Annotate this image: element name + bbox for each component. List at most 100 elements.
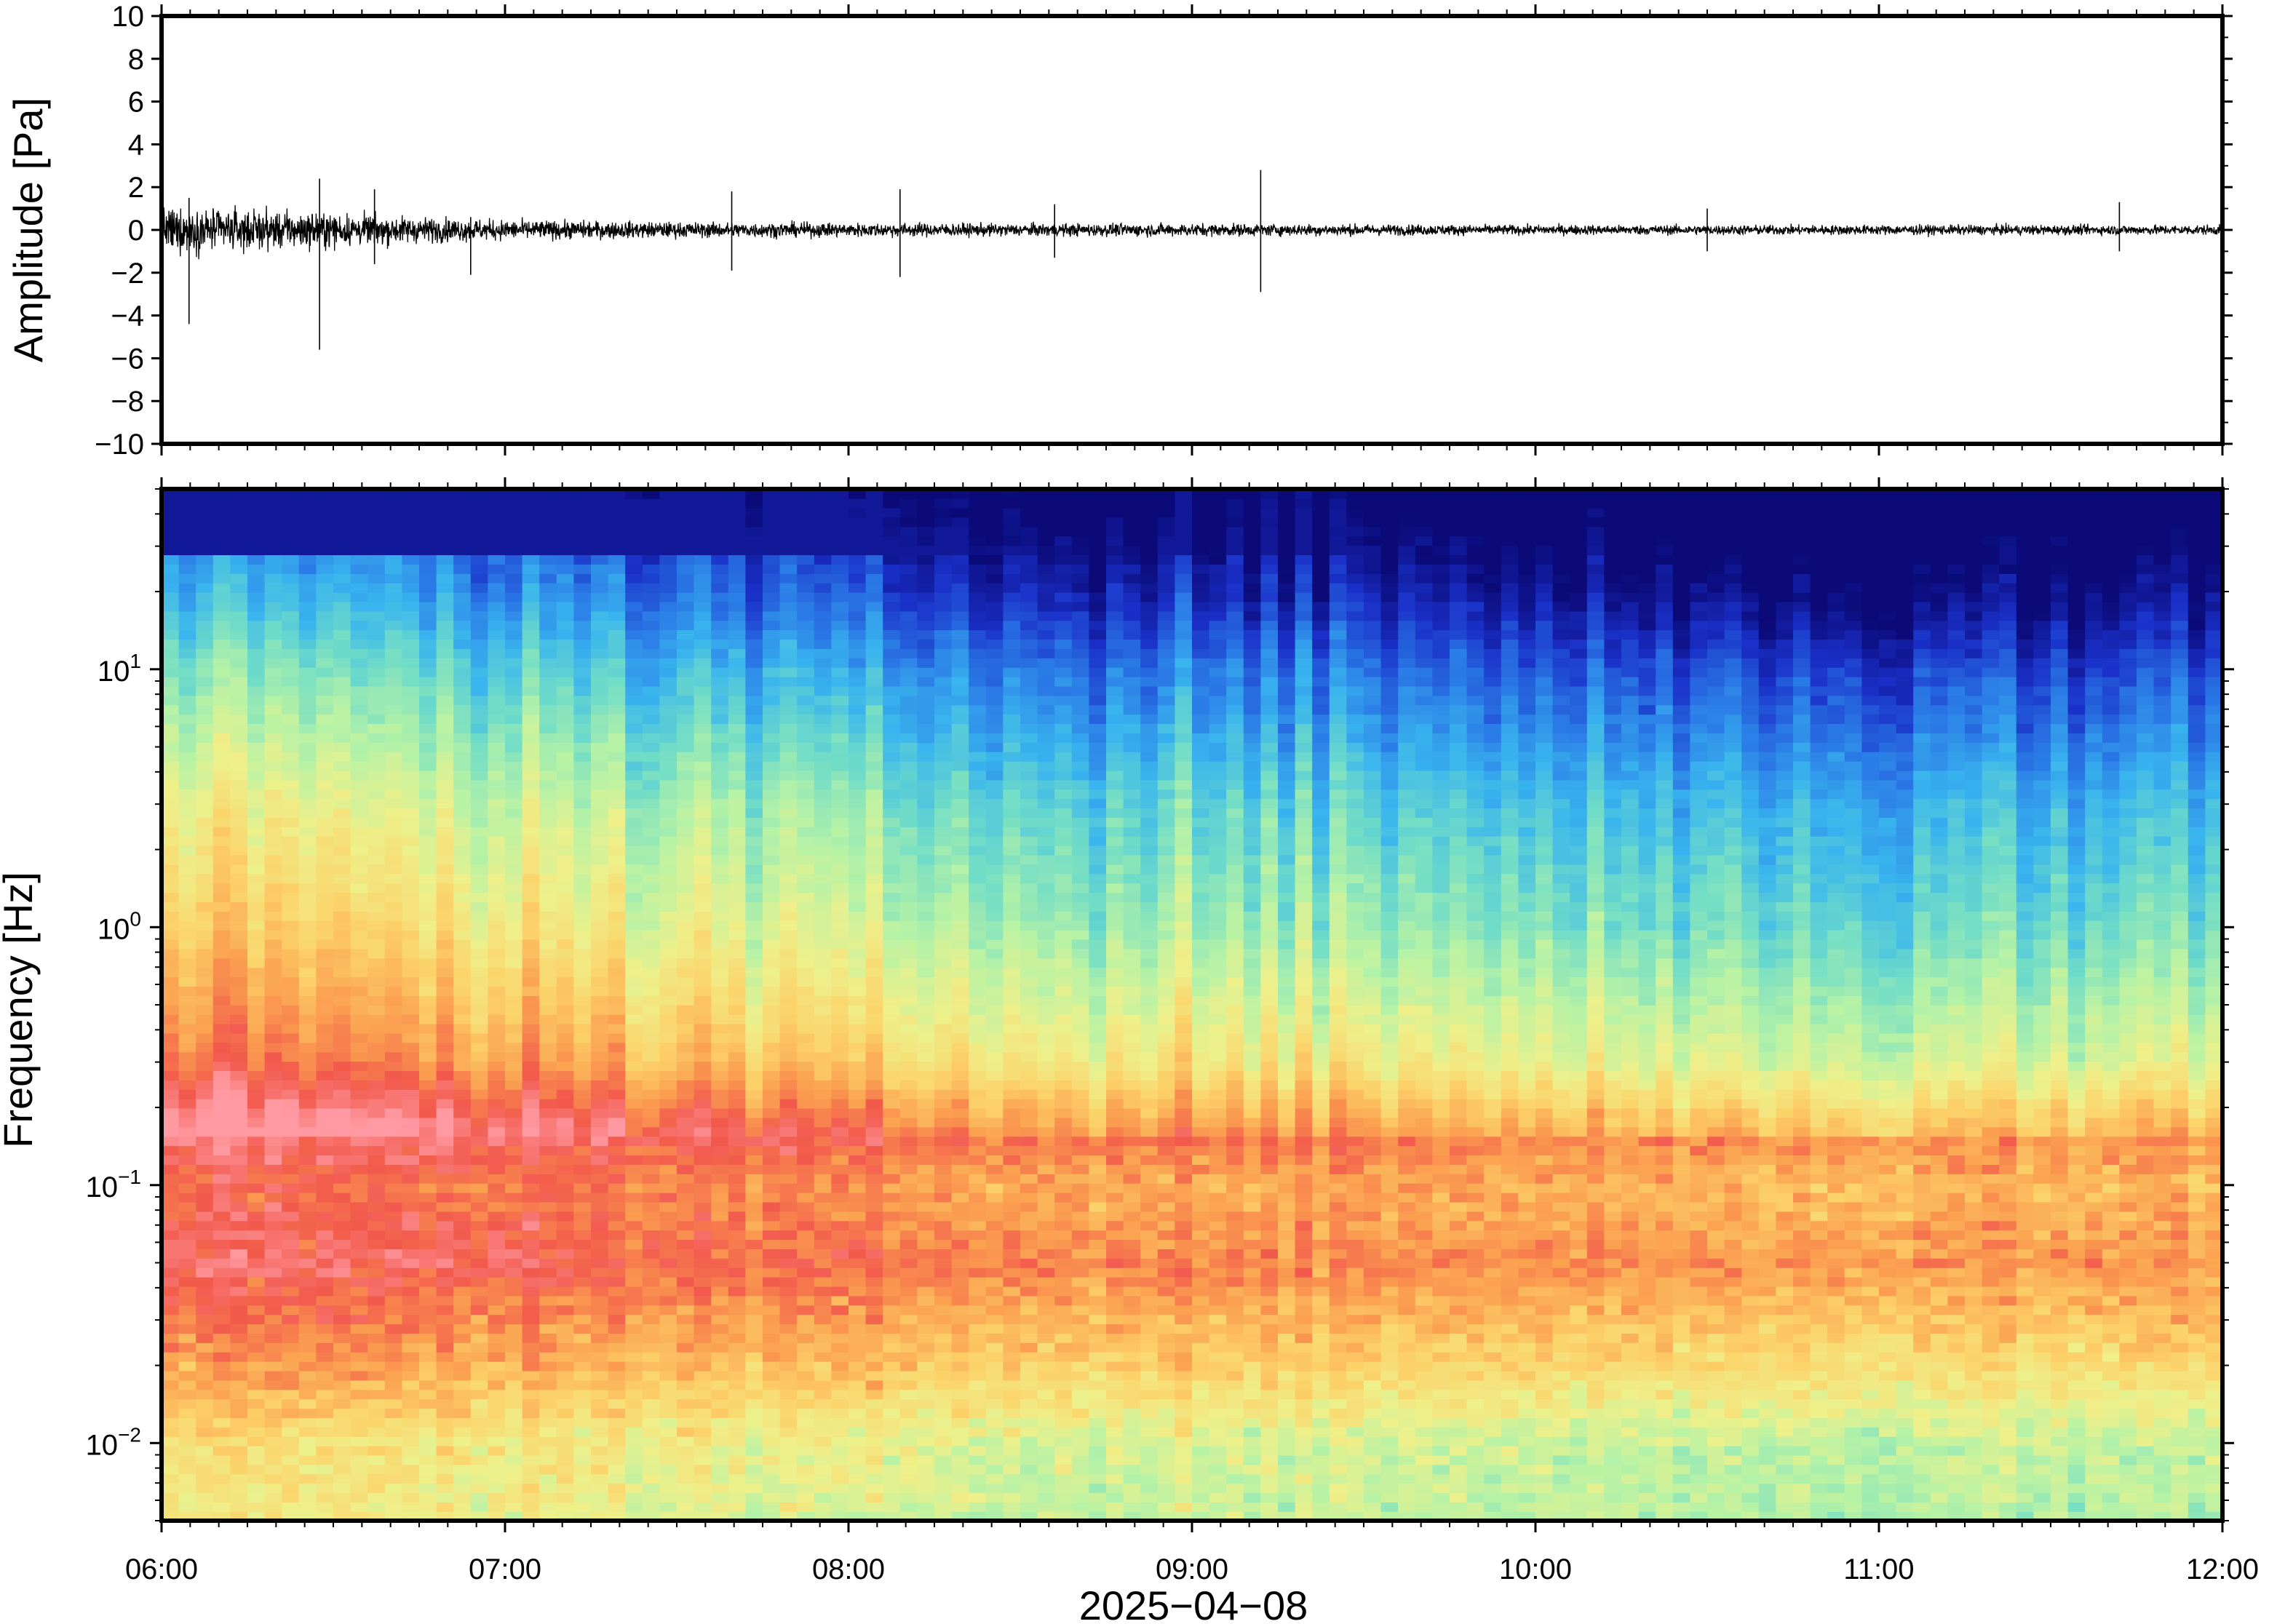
spectrogram-cell — [162, 976, 180, 987]
spectrogram-cell — [849, 1483, 867, 1494]
spectrogram-cell — [573, 986, 592, 996]
spectrogram-cell — [728, 695, 747, 706]
spectrogram-cell — [899, 1258, 918, 1268]
spectrogram-cell — [298, 1502, 317, 1512]
spectrogram-cell — [298, 1005, 317, 1015]
spectrogram-cell — [367, 629, 386, 640]
spectrogram-cell — [350, 536, 368, 546]
spectrogram-cell — [162, 723, 180, 733]
spectrogram-cell — [316, 1061, 334, 1072]
spectrogram-cell — [591, 835, 609, 846]
spectrogram-cell — [316, 1182, 334, 1193]
spectrogram-cell — [779, 1398, 798, 1409]
spectrogram-cell — [865, 639, 883, 649]
spectrogram-cell — [849, 1107, 867, 1118]
spectrogram-cell — [849, 526, 867, 537]
spectrogram-cell — [333, 648, 351, 658]
spectrogram-cell — [797, 723, 815, 733]
spectrogram-cell — [264, 854, 282, 865]
spectrogram-cell — [728, 751, 747, 762]
spectrogram-cell — [677, 770, 695, 781]
spectrogram-cell — [591, 648, 609, 658]
spectrogram-cell — [470, 1136, 489, 1147]
spectrogram-cell — [608, 1089, 626, 1099]
spectrogram-cell — [350, 489, 368, 499]
spectrogram-cell — [728, 958, 747, 968]
spectrogram-cell — [282, 1445, 300, 1456]
spectrogram-cell — [282, 1286, 300, 1297]
spectrogram-cell — [763, 929, 781, 940]
spectrogram-cell — [849, 1464, 867, 1475]
spectrogram-cell — [178, 1070, 196, 1080]
spectrogram-cell — [196, 592, 214, 602]
spectrogram-cell — [178, 685, 196, 696]
spectrogram-cell — [282, 798, 300, 809]
spectrogram-cell — [831, 948, 849, 959]
spectrogram-cell — [539, 929, 557, 940]
spectrogram-cell — [402, 517, 420, 528]
spectrogram-cell — [608, 536, 626, 546]
spectrogram-cell — [162, 1276, 180, 1287]
spectrogram-cell — [694, 1351, 712, 1362]
spectrogram-cell — [436, 967, 454, 978]
spectrogram-cell — [797, 1314, 815, 1325]
spectrogram-cell — [505, 1080, 523, 1090]
spectrogram-cell — [814, 1351, 833, 1362]
spectrogram-cell — [573, 639, 592, 649]
spectrogram-cell — [831, 939, 849, 950]
spectrogram-cell — [625, 658, 643, 668]
spectrogram-cell — [865, 1333, 883, 1343]
spectrogram-cell — [298, 1230, 317, 1241]
spectrogram-cell — [591, 948, 609, 959]
spectrogram-cell — [728, 789, 747, 800]
spectrogram-cell — [384, 1473, 403, 1484]
spectrogram-cell — [298, 489, 317, 499]
spectrogram-cell — [728, 760, 747, 771]
spectrogram-cell — [419, 639, 437, 649]
spectrogram-cell — [883, 1126, 901, 1137]
spectrogram-cell — [883, 666, 901, 677]
spectrogram-cell — [453, 1014, 472, 1024]
spectrogram-cell — [642, 1267, 661, 1278]
spectrogram-cell — [694, 1192, 712, 1203]
spectrogram-cell — [814, 779, 833, 790]
spectrogram-cell — [522, 835, 540, 846]
spectrogram-cell — [539, 1483, 557, 1494]
spectrogram-cell — [470, 1032, 489, 1043]
spectrogram-cell — [694, 976, 712, 987]
spectrogram-cell — [505, 564, 523, 574]
spectrogram-cell — [883, 1042, 901, 1053]
spectrogram-cell — [591, 1174, 609, 1184]
spectrogram-cell — [350, 873, 368, 884]
spectrogram-cell — [677, 564, 695, 574]
spectrogram-cell — [556, 545, 575, 556]
spectrogram-cell — [298, 742, 317, 752]
spectrogram-cell — [402, 1380, 420, 1390]
spectrogram-cell — [677, 1408, 695, 1418]
spectrogram-cell — [591, 1042, 609, 1053]
spectrogram-cell — [298, 1220, 317, 1231]
spectrogram-cell — [419, 1314, 437, 1325]
spectrogram-cell — [694, 1051, 712, 1062]
spectrogram-cell — [282, 1042, 300, 1053]
spectrogram-cell — [488, 1314, 506, 1325]
spectrogram-cell — [608, 714, 626, 725]
spectrogram-cell — [642, 854, 661, 865]
spectrogram-cell — [539, 808, 557, 818]
spectrogram-cell — [779, 958, 798, 968]
spectrogram-cell — [282, 507, 300, 518]
spectrogram-cell — [282, 1051, 300, 1062]
spectrogram-cell — [367, 1464, 386, 1475]
spectrogram-cell — [470, 1098, 489, 1109]
spectrogram-cell — [470, 1126, 489, 1137]
spectrogram-cell — [453, 1089, 472, 1099]
spectrogram-cell — [625, 1370, 643, 1381]
spectrogram-cell — [402, 1070, 420, 1080]
spectrogram-cell — [282, 976, 300, 987]
spectrogram-cell — [384, 1454, 403, 1465]
spectrogram-cell — [591, 827, 609, 837]
spectrogram-cell — [298, 610, 317, 621]
spectrogram-cell — [814, 967, 833, 978]
spectrogram-cell — [556, 1398, 575, 1409]
